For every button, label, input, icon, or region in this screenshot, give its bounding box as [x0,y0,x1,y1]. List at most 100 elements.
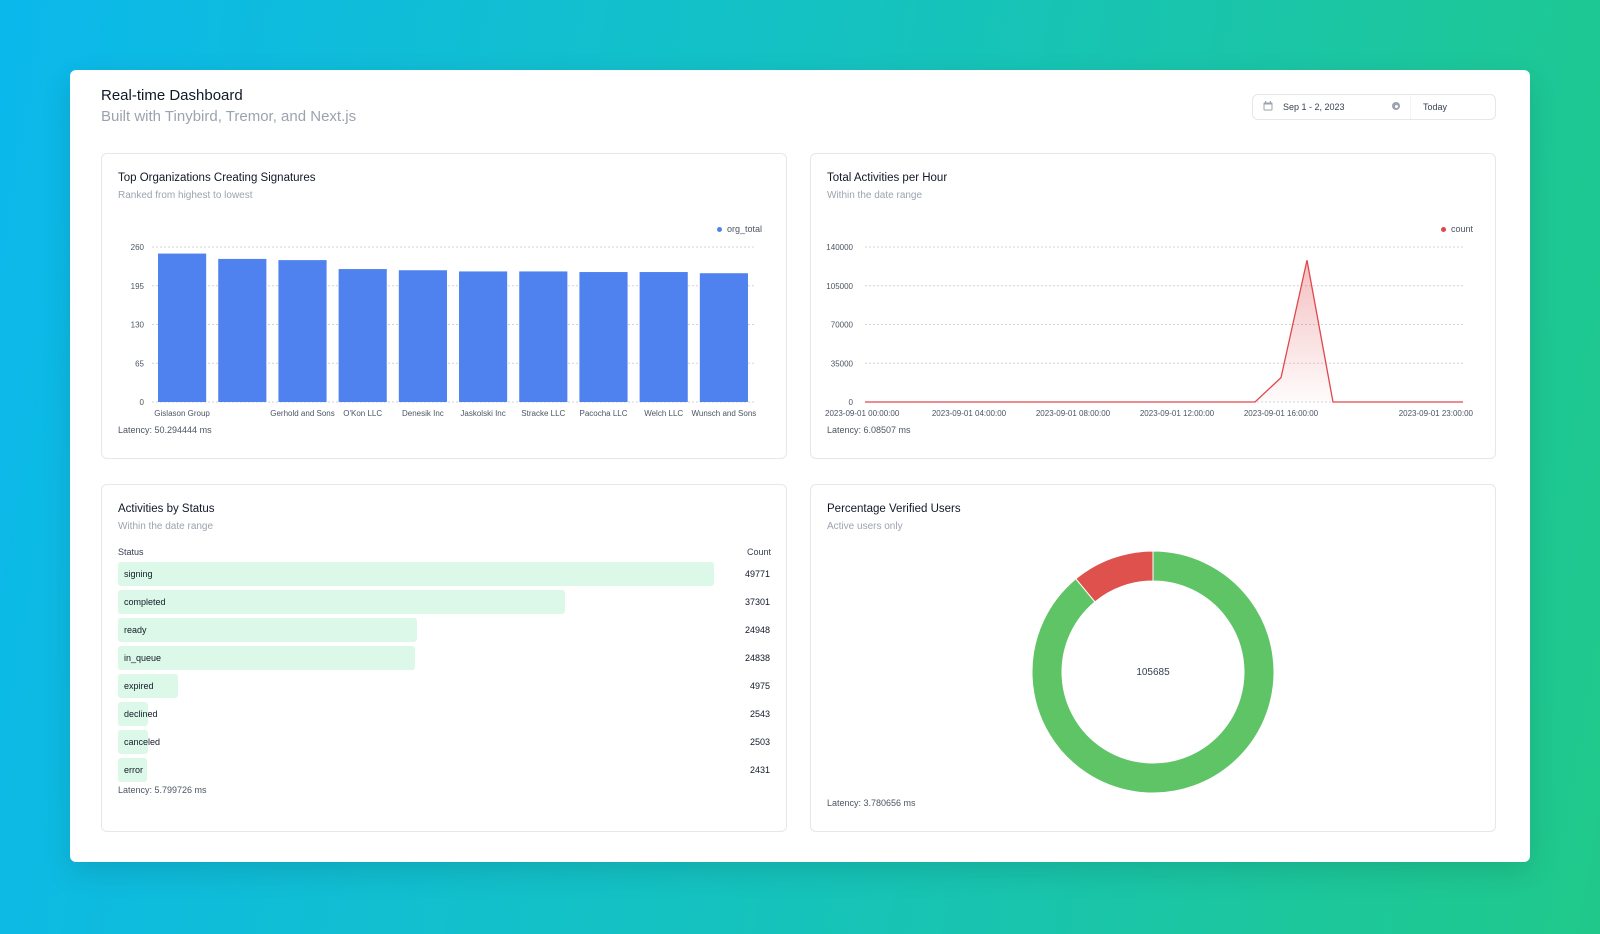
latency-text: Latency: 50.294444 ms [118,425,212,435]
series-line[interactable] [865,260,1463,403]
x-tick-label: Pacocha LLC [579,409,627,418]
latency-text: Latency: 3.780656 ms [827,798,916,808]
card-title: Activities by Status [118,503,215,515]
status-count: 2543 [749,709,770,719]
x-tick-label: Stracke LLC [521,409,565,418]
bar-chart[interactable]: 0 65 130 195 260 Gislason Group Gerhold and So… [102,154,786,434]
status-label: expired [124,681,154,691]
status-count: 2503 [749,737,770,747]
legend-label: count [1450,224,1473,234]
x-tick-label: 2023-09-01 04:00:00 [932,409,1007,418]
status-bar [118,702,149,726]
donut-slice[interactable] [1031,550,1275,794]
status-count: 49771 [744,569,770,579]
date-range-value[interactable]: Sep 1 - 2, 2023 [1283,102,1345,112]
x-tick-label: Wunsch and Sons [692,409,757,418]
x-tick-label: Gerhold and Sons [270,409,335,418]
x-tick-label: 2023-09-01 08:00:00 [1036,409,1111,418]
card-title: Percentage Verified Users [827,503,961,515]
x-tick-label: Denesik Inc [402,409,444,418]
chart-legend[interactable]: count [1440,224,1473,234]
status-count: 2431 [749,765,770,775]
status-column-header: Status [118,547,144,557]
page-subtitle: Built with Tinybird, Tremor, and Next.js [101,108,357,125]
status-bar [118,590,565,614]
status-bar [118,562,714,586]
card-subtitle: Active users only [827,521,903,532]
status-label: error [124,765,144,775]
date-range-picker[interactable]: Sep 1 - 2, 2023 Today [1252,94,1496,120]
x-tick-label: 2023-09-01 12:00:00 [1140,409,1215,418]
activities-per-hour-card: Total Activities per Hour Within the dat… [810,153,1496,459]
dashboard-panel: Real-time Dashboard Built with Tinybird,… [70,70,1530,862]
clear-icon[interactable] [1392,102,1400,110]
bar[interactable] [278,260,327,402]
latency-text: Latency: 5.799726 ms [118,785,207,795]
chart-legend[interactable]: org_total [716,224,762,234]
status-label: ready [124,625,147,635]
status-label: signing [124,569,153,579]
card-title: Total Activities per Hour [827,172,948,184]
bar[interactable] [459,271,508,402]
status-row: in_queue 24838 [118,646,770,670]
status-count: 24948 [744,625,770,635]
status-bar [118,730,148,754]
status-row: ready 24948 [118,618,770,642]
bar[interactable] [218,258,267,402]
bar[interactable] [579,272,628,402]
area-fill [865,260,1463,402]
status-bar [118,758,148,782]
status-row: error 2431 [118,758,770,782]
y-tick-label: 35000 [831,359,854,368]
donut-center-value: 105685 [1136,667,1170,678]
status-count: 24838 [744,653,770,663]
card-subtitle: Within the date range [118,521,214,532]
count-column-header: Count [746,547,771,557]
x-tick-label: Gislason Group [154,409,210,418]
y-tick-label: 0 [140,398,145,407]
bar[interactable] [338,269,387,402]
status-label: completed [124,597,166,607]
calendar-icon [1263,101,1273,111]
status-count: 4975 [749,681,770,691]
bar[interactable] [639,272,688,402]
activities-by-status-card: Activities by Status Within the date ran… [101,484,787,832]
preset-select[interactable]: Today [1423,102,1448,112]
bar[interactable] [519,271,568,402]
donut-chart[interactable] [811,485,1495,831]
y-tick-label: 195 [131,282,145,291]
x-tick-label: 2023-09-01 16:00:00 [1244,409,1319,418]
donut-slice[interactable] [1075,550,1154,603]
status-label: canceled [124,737,161,747]
y-tick-label: 105000 [826,282,853,291]
x-tick-label: O'Kon LLC [343,409,382,418]
card-title: Top Organizations Creating Signatures [118,172,316,184]
status-bar [118,618,417,642]
status-count: 37301 [744,597,770,607]
bar[interactable] [699,273,748,402]
area-chart[interactable]: 0 35000 70000 105000 140000 2023-09-01 00:00:… [811,154,1495,434]
status-row: signing 49771 [118,562,770,586]
bar[interactable] [398,270,447,402]
top-organizations-card: Top Organizations Creating Signatures Ra… [101,153,787,459]
legend-label: org_total [726,224,762,234]
legend-dot [1440,226,1446,232]
x-tick-label: Jaskolski Inc [460,409,505,418]
y-tick-label: 130 [131,321,145,330]
verified-users-card: Percentage Verified Users Active users o… [810,484,1496,832]
datepicker-divider [1410,95,1411,119]
status-label: declined [124,709,158,719]
x-tick-label: Welch LLC [644,409,683,418]
status-bar [118,674,178,698]
y-tick-label: 140000 [826,243,853,252]
y-tick-label: 65 [135,359,144,368]
latency-text: Latency: 6.08507 ms [827,425,911,435]
x-tick-label: 2023-09-01 23:00:00 [1399,409,1474,418]
status-bar [118,646,416,670]
status-row: expired 4975 [118,674,770,698]
bar[interactable] [158,253,207,402]
y-tick-label: 0 [849,398,854,407]
y-tick-label: 70000 [831,321,854,330]
status-row: declined 2543 [118,702,770,726]
status-row: completed 37301 [118,590,770,614]
